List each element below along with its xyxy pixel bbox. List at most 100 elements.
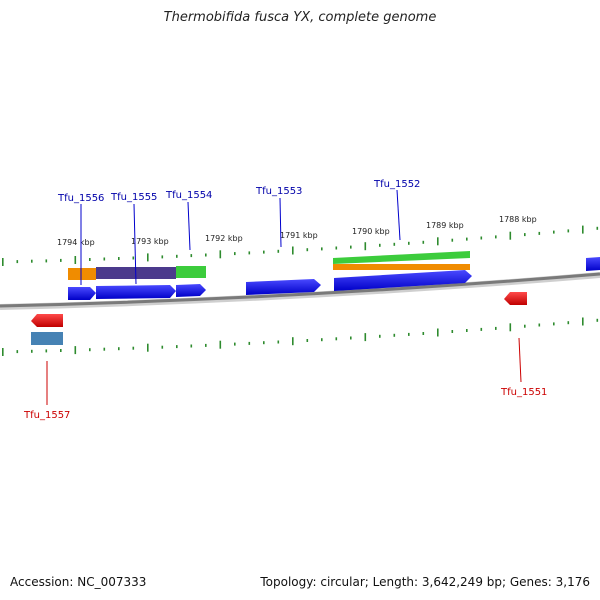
- scale-minor-tick: [596, 226, 599, 230]
- scale-label-1794: 1794 kbp: [57, 238, 95, 247]
- scale-minor-tick: [350, 245, 352, 249]
- feature-bar-green-2[interactable]: [333, 251, 470, 264]
- scale-minor-tick: [596, 318, 599, 322]
- forward-label-lines: [80, 189, 401, 285]
- scale-minor-tick: [480, 236, 483, 240]
- accession-text: Accession: NC_007333: [10, 575, 147, 589]
- forward-scale-ticks: [2, 225, 599, 266]
- scale-major-tick: [509, 323, 512, 332]
- scale-minor-tick: [393, 242, 396, 246]
- scale-major-tick: [292, 337, 294, 346]
- map-title: Thermobifida fusca YX, complete genome: [163, 10, 437, 25]
- scale-minor-tick: [263, 250, 265, 254]
- genome-backbone: [0, 272, 600, 308]
- scale-label-1793: 1793 kbp: [131, 237, 169, 246]
- scale-major-tick: [509, 231, 512, 240]
- scale-minor-tick: [321, 338, 323, 342]
- scale-minor-tick: [466, 329, 468, 332]
- gene-arrow-tfu-1553[interactable]: [246, 279, 321, 295]
- scale-label-1788: 1788 kbp: [499, 215, 537, 224]
- scale-minor-tick: [277, 249, 280, 253]
- scale-minor-tick: [480, 327, 483, 331]
- scale-minor-tick: [103, 257, 106, 261]
- scale-minor-tick: [408, 332, 410, 336]
- scale-major-tick: [219, 340, 222, 349]
- scale-minor-tick: [45, 349, 48, 353]
- gene-label-tfu-1554[interactable]: Tfu_1554: [165, 190, 212, 201]
- scale-minor-tick: [451, 238, 454, 242]
- scale-minor-tick: [132, 256, 135, 260]
- scale-label-1791: 1791 kbp: [280, 231, 318, 240]
- scale-major-tick: [292, 246, 294, 255]
- gene-arrow-tfu-1557[interactable]: [31, 314, 63, 327]
- scale-minor-tick: [176, 254, 178, 258]
- scale-minor-tick: [335, 246, 338, 250]
- scale-label-1790: 1790 kbp: [352, 227, 390, 236]
- scale-major-tick: [437, 237, 439, 246]
- scale-minor-tick: [524, 233, 526, 237]
- gene-label-tfu-1555[interactable]: Tfu_1555: [110, 192, 157, 203]
- scale-minor-tick: [118, 347, 120, 351]
- scale-major-tick: [2, 258, 4, 266]
- feature-bar-orange[interactable]: [68, 268, 96, 280]
- reverse-scale-ticks: [2, 317, 599, 356]
- scale-major-tick: [219, 250, 222, 259]
- scale-minor-tick: [31, 259, 33, 263]
- scale-minor-tick: [205, 343, 207, 347]
- scale-minor-tick: [89, 258, 91, 261]
- gene-arrow-tfu-1552[interactable]: [334, 270, 472, 291]
- scale-minor-tick: [553, 230, 555, 234]
- scale-minor-tick: [538, 323, 541, 327]
- scale-minor-tick: [393, 333, 396, 337]
- scale-minor-tick: [248, 341, 251, 345]
- scale-minor-tick: [306, 248, 309, 252]
- gene-arrow-tfu-1555[interactable]: [96, 285, 176, 299]
- gene-label-tfu-1552[interactable]: Tfu_1552: [373, 179, 420, 190]
- gene-arrow-tfu-1556[interactable]: [68, 287, 96, 300]
- scale-minor-tick: [132, 346, 135, 350]
- scale-major-tick: [582, 317, 584, 326]
- gene-label-tfu-1553[interactable]: Tfu_1553: [255, 186, 302, 197]
- scale-major-tick: [364, 242, 367, 251]
- scale-minor-tick: [379, 243, 381, 247]
- scale-minor-tick: [350, 336, 352, 340]
- scale-major-tick: [437, 328, 439, 337]
- scale-minor-tick: [466, 237, 468, 241]
- scale-minor-tick: [248, 251, 251, 255]
- scale-minor-tick: [321, 247, 323, 251]
- scale-minor-tick: [16, 350, 19, 354]
- scale-minor-tick: [176, 345, 178, 349]
- gene-label-tfu-1556[interactable]: Tfu_1556: [57, 193, 104, 204]
- feature-bar-steelblue[interactable]: [31, 332, 63, 345]
- scale-label-1792: 1792 kbp: [205, 234, 243, 243]
- topology-text: Topology: circular; Length: 3,642,249 bp…: [260, 575, 590, 589]
- scale-minor-tick: [335, 337, 338, 341]
- reverse-genes: [31, 292, 527, 345]
- scale-label-1789: 1789 kbp: [426, 221, 464, 230]
- scale-minor-tick: [408, 241, 410, 245]
- gene-label-tfu-1557[interactable]: Tfu_1557: [23, 410, 70, 421]
- scale-major-tick: [582, 225, 584, 234]
- scale-minor-tick: [103, 347, 106, 351]
- gene-label-tfu-1551[interactable]: Tfu_1551: [500, 387, 547, 398]
- scale-major-tick: [2, 348, 4, 356]
- scale-minor-tick: [118, 257, 120, 260]
- scale-minor-tick: [60, 258, 62, 262]
- gene-arrow-tfu-1551[interactable]: [504, 292, 527, 305]
- gene-arrow-edge[interactable]: [586, 257, 600, 271]
- scale-minor-tick: [495, 235, 497, 239]
- scale-minor-tick: [277, 340, 280, 344]
- scale-minor-tick: [45, 259, 48, 263]
- gene-arrow-tfu-1554[interactable]: [176, 284, 206, 297]
- scale-minor-tick: [553, 322, 555, 326]
- scale-minor-tick: [524, 324, 526, 328]
- scale-minor-tick: [89, 348, 91, 352]
- scale-minor-tick: [190, 344, 193, 348]
- scale-major-tick: [74, 346, 77, 355]
- scale-minor-tick: [495, 326, 497, 330]
- scale-major-tick: [147, 253, 149, 262]
- scale-minor-tick: [451, 330, 454, 333]
- feature-bar-orange-2[interactable]: [333, 264, 470, 270]
- feature-bar-green[interactable]: [176, 266, 206, 278]
